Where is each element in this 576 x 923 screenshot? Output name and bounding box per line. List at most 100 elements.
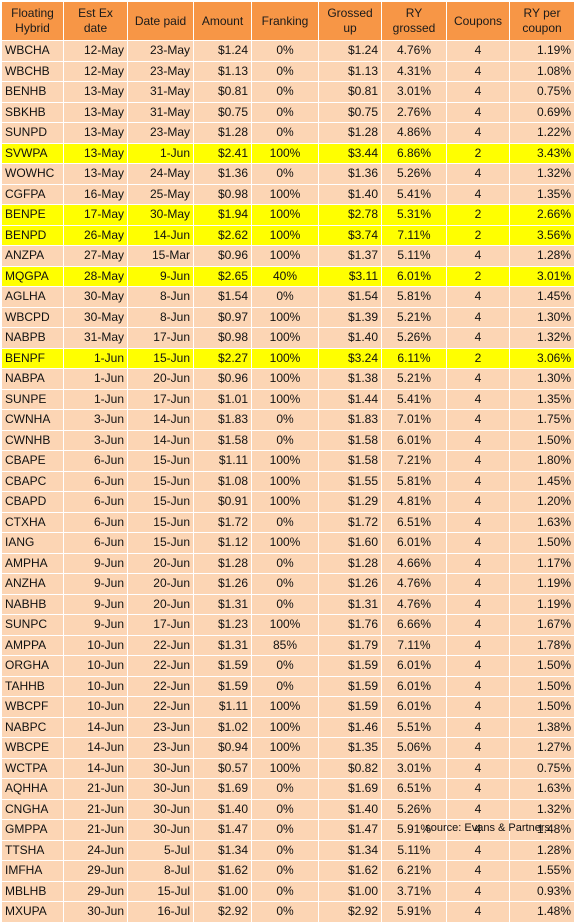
cell-coupons: 4 xyxy=(446,839,510,861)
cell-date-paid: 15-Jul xyxy=(127,880,194,902)
cell-amount: $1.94 xyxy=(193,204,252,226)
cell-franking: 0% xyxy=(251,122,319,144)
cell-amount: $2.65 xyxy=(193,265,252,287)
cell-code: SBKHB xyxy=(1,101,64,123)
cell-grossed-up: $1.28 xyxy=(318,122,382,144)
cell-amount: $1.69 xyxy=(193,778,252,800)
cell-ex-date: 21-Jun xyxy=(63,819,128,841)
cell-ry-per-coupon: 1.55% xyxy=(509,860,575,882)
cell-ex-date: 9-Jun xyxy=(63,593,128,615)
table-row: WBCHA 12-May 23-May $1.24 0% $1.24 4.76% 4 1.19% xyxy=(1,40,575,62)
cell-franking: 100% xyxy=(251,532,319,554)
cell-franking: 100% xyxy=(251,327,319,349)
cell-grossed-up: $1.62 xyxy=(318,860,382,882)
cell-date-paid: 30-Jun xyxy=(127,798,194,820)
cell-grossed-up: $1.40 xyxy=(318,798,382,820)
cell-ry-per-coupon: 1.19% xyxy=(509,573,575,595)
cell-grossed-up: $1.40 xyxy=(318,327,382,349)
cell-ex-date: 30-May xyxy=(63,286,128,308)
cell-date-paid: 24-May xyxy=(127,163,194,185)
cell-amount: $0.98 xyxy=(193,327,252,349)
table-row: MQGPA 28-May 9-Jun $2.65 40% $3.11 6.01% 2 3.01% xyxy=(1,265,575,287)
cell-code: BENPE xyxy=(1,204,64,226)
col-header: Grossed up xyxy=(318,1,382,41)
cell-date-paid: 20-Jun xyxy=(127,368,194,390)
table-row: BENPF 1-Jun 15-Jun $2.27 100% $3.24 6.11% 2 3.06… xyxy=(1,347,575,369)
cell-franking: 0% xyxy=(251,429,319,451)
cell-ex-date: 13-May xyxy=(63,163,128,185)
cell-grossed-up: $1.59 xyxy=(318,696,382,718)
cell-coupons: 4 xyxy=(446,368,510,390)
cell-ry-per-coupon: 1.32% xyxy=(509,163,575,185)
cell-ry-grossed: 4.81% xyxy=(381,491,447,513)
cell-amount: $1.47 xyxy=(193,819,252,841)
cell-grossed-up: $1.69 xyxy=(318,778,382,800)
cell-code: IMFHA xyxy=(1,860,64,882)
cell-ry-grossed: 3.01% xyxy=(381,757,447,779)
cell-amount: $1.12 xyxy=(193,532,252,554)
cell-coupons: 2 xyxy=(446,142,510,164)
cell-code: WBCPE xyxy=(1,737,64,759)
cell-ex-date: 9-Jun xyxy=(63,552,128,574)
cell-amount: $1.62 xyxy=(193,860,252,882)
cell-ry-per-coupon: 1.63% xyxy=(509,511,575,533)
cell-date-paid: 14-Jun xyxy=(127,409,194,431)
cell-coupons: 4 xyxy=(446,491,510,513)
cell-ry-grossed: 5.11% xyxy=(381,839,447,861)
table-row: SUNPD 13-May 23-May $1.28 0% $1.28 4.86% 4 1.22% xyxy=(1,122,575,144)
cell-ry-grossed: 5.26% xyxy=(381,163,447,185)
cell-grossed-up: $1.40 xyxy=(318,183,382,205)
cell-date-paid: 8-Jun xyxy=(127,306,194,328)
cell-amount: $1.31 xyxy=(193,634,252,656)
cell-ex-date: 14-Jun xyxy=(63,737,128,759)
cell-ry-per-coupon: 1.22% xyxy=(509,122,575,144)
table-row: IMFHA 29-Jun 8-Jul $1.62 0% $1.62 6.21% 4 1.55% xyxy=(1,860,575,882)
cell-date-paid: 31-May xyxy=(127,81,194,103)
cell-date-paid: 14-Jun xyxy=(127,224,194,246)
cell-date-paid: 5-Jul xyxy=(127,839,194,861)
cell-amount: $2.27 xyxy=(193,347,252,369)
cell-coupons: 2 xyxy=(446,265,510,287)
cell-grossed-up: $1.58 xyxy=(318,450,382,472)
cell-ry-grossed: 5.81% xyxy=(381,286,447,308)
cell-grossed-up: $3.74 xyxy=(318,224,382,246)
cell-franking: 0% xyxy=(251,409,319,431)
table-row: CGFPA 16-May 25-May $0.98 100% $1.40 5.41% 4 1.3… xyxy=(1,183,575,205)
cell-ry-grossed: 6.51% xyxy=(381,778,447,800)
cell-franking: 0% xyxy=(251,573,319,595)
header-row: Floating Hybrid Est Ex date Date paid Am… xyxy=(1,1,575,41)
cell-grossed-up: $1.76 xyxy=(318,614,382,636)
cell-ry-grossed: 5.31% xyxy=(381,204,447,226)
cell-ry-grossed: 6.21% xyxy=(381,860,447,882)
cell-ex-date: 27-May xyxy=(63,245,128,267)
cell-code: MQGPA xyxy=(1,265,64,287)
cell-ry-grossed: 6.01% xyxy=(381,265,447,287)
cell-ex-date: 12-May xyxy=(63,40,128,62)
cell-franking: 85% xyxy=(251,634,319,656)
cell-amount: $1.00 xyxy=(193,880,252,902)
cell-amount: $1.31 xyxy=(193,593,252,615)
cell-franking: 40% xyxy=(251,265,319,287)
cell-ry-per-coupon: 1.35% xyxy=(509,388,575,410)
cell-grossed-up: $0.75 xyxy=(318,101,382,123)
cell-amount: $1.11 xyxy=(193,696,252,718)
table-row: NABPB 31-May 17-Jun $0.98 100% $1.40 5.26% 4 1.3… xyxy=(1,327,575,349)
cell-franking: 100% xyxy=(251,142,319,164)
cell-ex-date: 6-Jun xyxy=(63,532,128,554)
cell-franking: 0% xyxy=(251,40,319,62)
cell-coupons: 4 xyxy=(446,634,510,656)
cell-ry-grossed: 5.26% xyxy=(381,327,447,349)
cell-coupons: 4 xyxy=(446,511,510,533)
table-row: BENPD 26-May 14-Jun $2.62 100% $3.74 7.11% 2 3.5… xyxy=(1,224,575,246)
cell-ex-date: 6-Jun xyxy=(63,491,128,513)
cell-ry-grossed: 4.86% xyxy=(381,122,447,144)
cell-code: WOWHC xyxy=(1,163,64,185)
cell-ry-grossed: 5.11% xyxy=(381,245,447,267)
cell-code: WBCPD xyxy=(1,306,64,328)
cell-code: CBAPD xyxy=(1,491,64,513)
cell-ex-date: 21-Jun xyxy=(63,778,128,800)
cell-date-paid: 17-Jun xyxy=(127,614,194,636)
cell-grossed-up: $1.13 xyxy=(318,60,382,82)
cell-ry-grossed: 5.06% xyxy=(381,737,447,759)
cell-code: WBCPF xyxy=(1,696,64,718)
